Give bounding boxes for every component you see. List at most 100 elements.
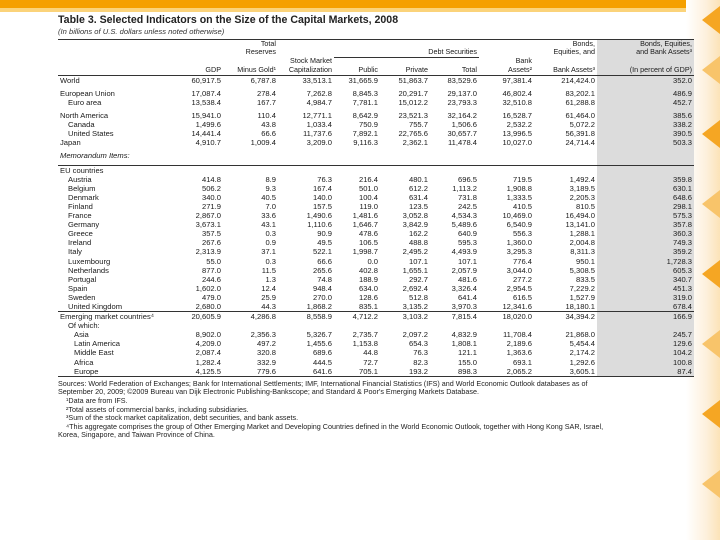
table-cell: 776.4 <box>513 256 533 266</box>
decoration-triangle <box>702 56 720 84</box>
row-label: North America <box>60 111 109 121</box>
row-label: Luxembourg <box>68 256 111 266</box>
table-notes: Sources: World Federation of Exchanges; … <box>58 379 694 440</box>
table-cell: 648.6 <box>597 192 695 202</box>
row-label: Netherlands <box>68 265 109 275</box>
table-row: Ireland 267.6 0.9 49.5 106.5 488.8 595.3 1,360.… <box>58 238 695 248</box>
table-cell: 43.1 <box>261 220 276 230</box>
table-cell: 452.7 <box>597 98 695 108</box>
table-cell: 270.0 <box>312 292 332 302</box>
row-label: Latin America <box>74 339 121 349</box>
header-private: Private <box>380 57 430 76</box>
table-cell: 359.2 <box>597 247 695 257</box>
table-cell: 167.7 <box>256 98 276 107</box>
table-cell: 1.3 <box>265 274 276 284</box>
decoration-triangle <box>702 120 720 148</box>
table-cell: 83,529.6 <box>447 75 478 85</box>
header-bonds-equities-pct-line3: (In percent of GDP) <box>597 57 695 76</box>
table-cell: 479.0 <box>201 292 221 302</box>
table-cell: 271.9 <box>201 201 221 211</box>
table-row: United Kingdom 2,680.0 44.3 1,868.2 835.1 3,1… <box>58 301 695 312</box>
row-label: France <box>68 211 92 221</box>
table-cell: 9,116.3 <box>353 138 378 148</box>
table-cell: 3,052.8 <box>402 211 428 221</box>
spacer-row <box>58 160 695 166</box>
table-cell: 166.9 <box>597 311 695 322</box>
table-cell: 2,532.2 <box>506 120 533 130</box>
table-cell: 2,189.6 <box>506 339 533 349</box>
table-cell: 1,333.5 <box>506 192 533 202</box>
table-cell: 512.8 <box>408 292 428 302</box>
table-cell: 755.7 <box>408 120 428 130</box>
table-cell: 16,494.0 <box>565 211 596 221</box>
header-stock-market: Stock Market Capitalization <box>278 57 334 76</box>
table-cell: 444.5 <box>312 357 332 367</box>
table-cell: 0.3 <box>265 229 276 239</box>
table-cell: 245.7 <box>597 330 695 340</box>
table-cell: 5,454.4 <box>569 339 596 349</box>
row-label: Greece <box>68 229 93 239</box>
table-cell: 44.3 <box>261 301 276 311</box>
table-cell: 31,665.9 <box>348 75 378 85</box>
table-row: Netherlands 877.0 11.5 265.6 402.8 1,655.1 2,0… <box>58 265 695 275</box>
table-cell: 7,815.4 <box>430 311 480 322</box>
table-cell: 7,892.1 <box>352 129 378 139</box>
table-cell: 34,394.2 <box>534 311 598 322</box>
table-cell: 2,867.0 <box>195 211 221 221</box>
header-total: Total <box>430 57 480 76</box>
table-cell <box>479 164 535 175</box>
table-cell: 32,164.2 <box>447 111 478 121</box>
table-cell: 486.9 <box>597 88 695 98</box>
table-row: Spain 1,602.0 12.4 948.4 634.0 2,692.4 3,326.4… <box>58 283 695 293</box>
table-cell: 319.0 <box>597 292 695 302</box>
table-row: Finland 271.9 7.0 157.5 119.0 123.5 242.5 410.5… <box>58 201 695 212</box>
row-label: United States <box>68 129 114 139</box>
table-cell <box>597 321 695 331</box>
table-sheet: Table 3. Selected Indicators on the Size… <box>58 14 695 440</box>
table-cell: 4,209.0 <box>195 339 221 349</box>
spacer-row <box>58 147 695 152</box>
table-cell: 11.5 <box>261 265 276 275</box>
table-cell <box>334 151 380 160</box>
table-cell: 5,308.5 <box>569 265 596 275</box>
table-cell: 1,492.4 <box>569 174 596 184</box>
row-label: European Union <box>60 88 115 98</box>
table-cell: 4,712.2 <box>334 311 380 322</box>
table-cell: 33,513.1 <box>302 75 332 85</box>
table-cell: 693.1 <box>513 357 533 367</box>
table-cell: 3,842.9 <box>402 220 428 230</box>
table-cell: 1,908.8 <box>506 183 533 193</box>
table-cell: 2,313.9 <box>195 247 221 257</box>
table-cell: 51,863.7 <box>398 75 428 85</box>
table-cell: 948.4 <box>312 283 332 293</box>
header-bonds-equities-line3: Bank Assets³ <box>534 57 598 76</box>
decoration-triangle <box>702 470 720 498</box>
row-label: Belgium <box>68 183 96 193</box>
header-bonds-equities: Bonds, Equities, and <box>534 39 598 58</box>
table-cell: 3,605.1 <box>534 366 598 377</box>
table-cell: 56,391.8 <box>565 129 596 139</box>
table-cell: 1,153.8 <box>352 339 378 349</box>
table-cell <box>430 164 480 175</box>
row-label: Spain <box>68 283 88 293</box>
table-cell: 30,657.7 <box>447 129 478 139</box>
table-cell: 640.9 <box>458 229 478 239</box>
table-cell: 12,341.6 <box>502 301 533 311</box>
table-cell: 6,540.9 <box>506 220 533 230</box>
table-cell: 3,209.0 <box>306 138 332 148</box>
table-cell: 23,793.3 <box>447 98 478 107</box>
table-row: European Union 17,087.4 278.4 7,262.8 8,845.… <box>58 88 695 98</box>
table-cell: 332.9 <box>256 357 276 367</box>
table-cell: 338.2 <box>597 120 695 130</box>
table-title: Table 3. Selected Indicators on the Size… <box>58 14 399 26</box>
table-row: Italy 2,313.9 37.1 522.1 1,998.7 2,495.2 4,493… <box>58 247 695 257</box>
table-row: Sweden 479.0 25.9 270.0 128.6 512.8 641.4 616.5… <box>58 292 695 302</box>
table-row: Belgium 506.2 9.3 167.4 501.0 612.2 1,113.2 1,9… <box>58 183 695 193</box>
table-cell <box>278 151 334 160</box>
table-cell: 360.3 <box>597 229 695 239</box>
table-cell: 605.3 <box>597 265 695 275</box>
table-cell: 1,499.6 <box>195 120 221 130</box>
decoration-triangle <box>702 400 720 428</box>
table-cell: 2,362.1 <box>402 138 428 148</box>
header-reserves: Total Reserves <box>223 39 278 58</box>
